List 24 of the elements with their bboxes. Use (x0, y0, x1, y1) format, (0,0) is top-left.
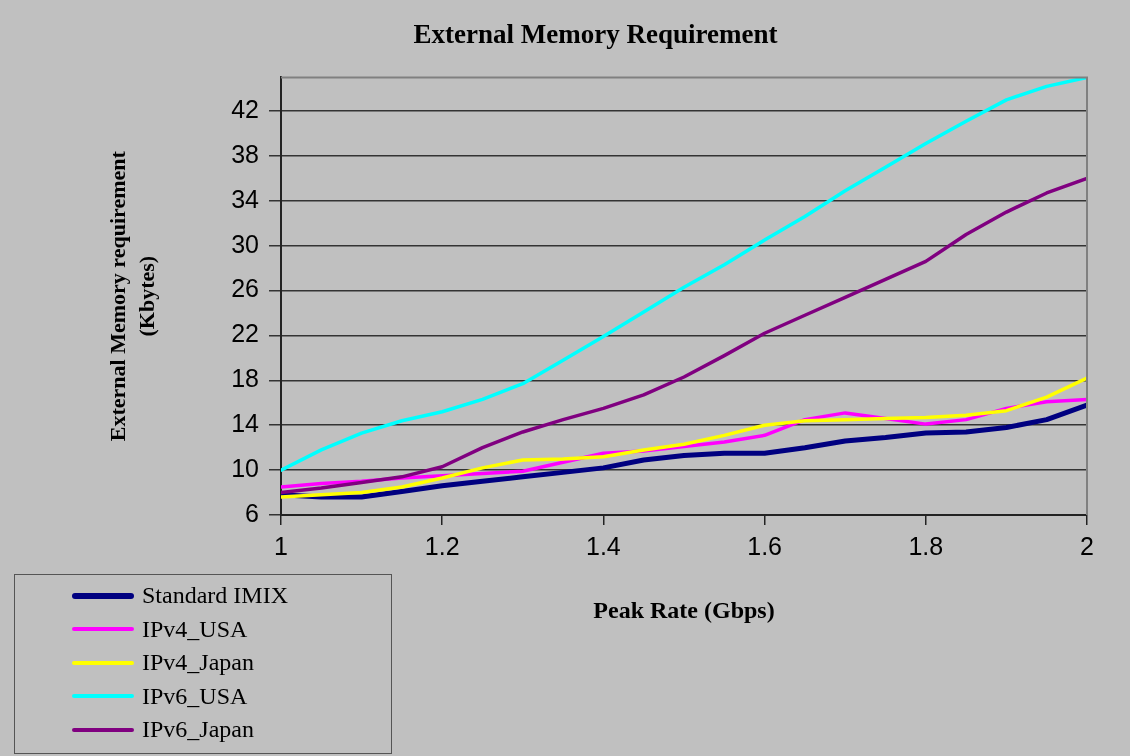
legend-label: IPv4_Japan (142, 649, 254, 677)
y-tick-label: 42 (231, 94, 259, 123)
y-tick-label: 22 (231, 319, 259, 348)
legend-label: Standard IMIX (142, 582, 288, 610)
legend-label: IPv6_USA (142, 682, 248, 710)
y-tick-label: 6 (245, 498, 259, 527)
y-tick-label: 18 (231, 364, 259, 393)
y-axis-title: External Memory requirement (Kbytes) (104, 150, 160, 442)
x-tick-label: 1.2 (424, 531, 460, 560)
x-tick-label: 2 (1080, 531, 1094, 560)
x-tick-label: 1.4 (586, 531, 621, 560)
chart-title: External Memory Requirement (413, 19, 778, 50)
x-tick-label: 1 (274, 531, 288, 560)
x-axis-title: Peak Rate (Gbps) (593, 596, 775, 623)
legend-label: IPv6_Japan (142, 716, 254, 744)
y-tick-label: 34 (231, 184, 260, 213)
y-tick-label: 30 (231, 229, 259, 258)
legend-label: IPv4_USA (142, 615, 248, 643)
y-tick-label: 10 (231, 454, 259, 483)
x-tick-label: 1.6 (747, 531, 782, 560)
y-tick-label: 38 (231, 139, 259, 168)
y-tick-label: 14 (231, 409, 260, 438)
x-tick-label: 1.8 (908, 531, 944, 560)
y-tick-label: 26 (231, 274, 259, 303)
